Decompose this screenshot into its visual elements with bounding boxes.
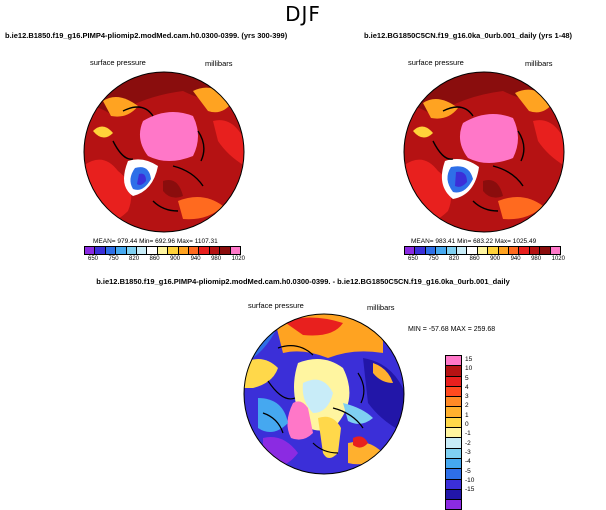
diff-colorbar <box>445 355 462 510</box>
tick: -5 <box>465 467 471 475</box>
tick: 940 <box>190 256 201 262</box>
tick: 3 <box>465 393 469 401</box>
season-title: DJF <box>285 2 321 26</box>
tick: 5 <box>465 374 469 382</box>
tick: 1 <box>465 411 469 419</box>
tick: 900 <box>490 256 501 262</box>
right-stats: MEAN= 983.41 Min= 683.22 Max= 1025.49 <box>411 238 537 245</box>
tick: 860 <box>469 256 480 262</box>
tick: -10 <box>465 476 475 484</box>
tick: -3 <box>465 448 471 456</box>
diff-polar-map <box>243 313 405 475</box>
left-units-label: millibars <box>205 59 233 68</box>
left-stats: MEAN= 979.44 Min= 692.96 Max= 1107.31 <box>93 238 218 245</box>
tick: 4 <box>465 383 469 391</box>
tick: 0 <box>465 421 469 429</box>
right-case-title: b.ie12.BG1850C5CN.f19_g16.0ka_0urb.001_d… <box>364 31 573 40</box>
tick: -2 <box>465 439 471 447</box>
tick: 820 <box>129 256 140 262</box>
diff-units-label: millibars <box>367 303 395 312</box>
tick: 860 <box>149 256 160 262</box>
right-field-label: surface pressure <box>408 58 464 67</box>
diff-field-label: surface pressure <box>248 301 304 310</box>
tick: 1020 <box>231 256 245 262</box>
tick: -1 <box>465 430 471 438</box>
right-polar-map <box>403 71 565 233</box>
tick: 2 <box>465 402 469 410</box>
diff-stats: MIN = -57.68 MAX = 259.68 <box>408 326 496 333</box>
tick: -4 <box>465 458 471 466</box>
right-colorbar-ticks: 650 750 820 860 900 940 980 1020 <box>408 256 565 262</box>
tick: 10 <box>465 365 473 373</box>
tick: 650 <box>88 256 99 262</box>
tick: 900 <box>170 256 181 262</box>
left-colorbar-ticks: 650 750 820 860 900 940 980 1020 <box>88 256 245 262</box>
tick: 980 <box>211 256 222 262</box>
left-polar-map <box>83 71 245 233</box>
tick: -15 <box>465 486 475 494</box>
tick: 820 <box>449 256 460 262</box>
right-colorbar <box>404 246 561 255</box>
diff-case-title: b.ie12.B1850.f19_g16.PIMP4-pliomip2.modM… <box>96 277 510 286</box>
tick: 650 <box>408 256 419 262</box>
left-case-title: b.ie12.B1850.f19_g16.PIMP4-pliomip2.modM… <box>5 31 288 40</box>
tick: 980 <box>531 256 542 262</box>
right-units-label: millibars <box>525 59 553 68</box>
tick: 750 <box>108 256 119 262</box>
diff-colorbar-ticks: 15 10 5 4 3 2 1 0 -1 -2 -3 -4 -5 -10 -15 <box>465 355 474 494</box>
tick: 940 <box>510 256 521 262</box>
left-colorbar <box>84 246 241 255</box>
left-field-label: surface pressure <box>90 58 146 67</box>
tick: 750 <box>428 256 439 262</box>
tick: 1020 <box>551 256 565 262</box>
tick: 15 <box>465 356 473 363</box>
